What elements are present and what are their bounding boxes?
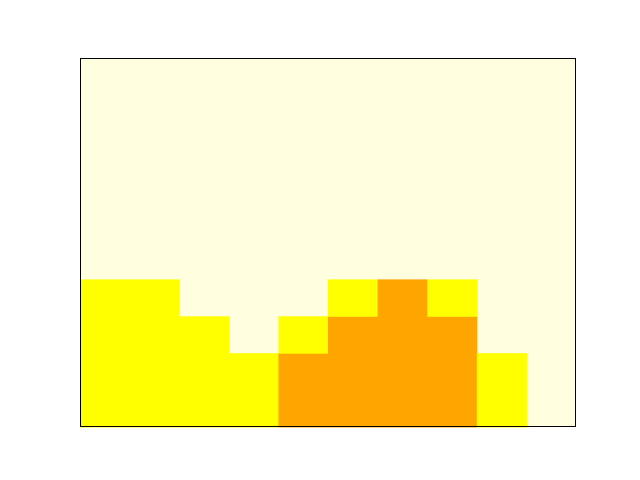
heatmap-cell xyxy=(278,390,329,428)
heatmap-cell xyxy=(80,316,131,354)
heatmap-cell xyxy=(377,279,428,317)
heatmap-cell xyxy=(129,316,180,354)
heatmap-cell xyxy=(328,390,379,428)
heatmap-cell xyxy=(179,390,230,428)
heatmap-cell xyxy=(377,316,428,354)
heatmap-cell xyxy=(129,279,180,317)
heatmap-cell xyxy=(179,353,230,391)
heatmap-cell xyxy=(129,353,180,391)
heatmap-cell xyxy=(129,390,180,428)
plot-frame xyxy=(80,58,576,427)
heatmap-cell xyxy=(377,390,428,428)
heatmap-cell xyxy=(427,353,478,391)
heatmap-cell xyxy=(328,316,379,354)
heatmap-cell xyxy=(476,390,527,428)
heatmap-cell xyxy=(427,279,478,317)
heatmap-cell xyxy=(377,353,428,391)
heatmap-cell xyxy=(427,390,478,428)
heatmap-cell xyxy=(278,353,329,391)
heatmap-cell xyxy=(427,316,478,354)
heatmap-cell xyxy=(80,279,131,317)
heatmap-cell xyxy=(328,279,379,317)
heatmap-cell xyxy=(228,390,279,428)
heatmap-cell xyxy=(228,353,279,391)
heatmap-cell xyxy=(476,353,527,391)
heatmap-cell xyxy=(278,316,329,354)
heatmap-cell xyxy=(328,353,379,391)
heatmap-cell xyxy=(80,353,131,391)
heatmap-cells xyxy=(80,279,527,428)
heatmap-cell xyxy=(179,316,230,354)
heatmap-cell xyxy=(80,390,131,428)
